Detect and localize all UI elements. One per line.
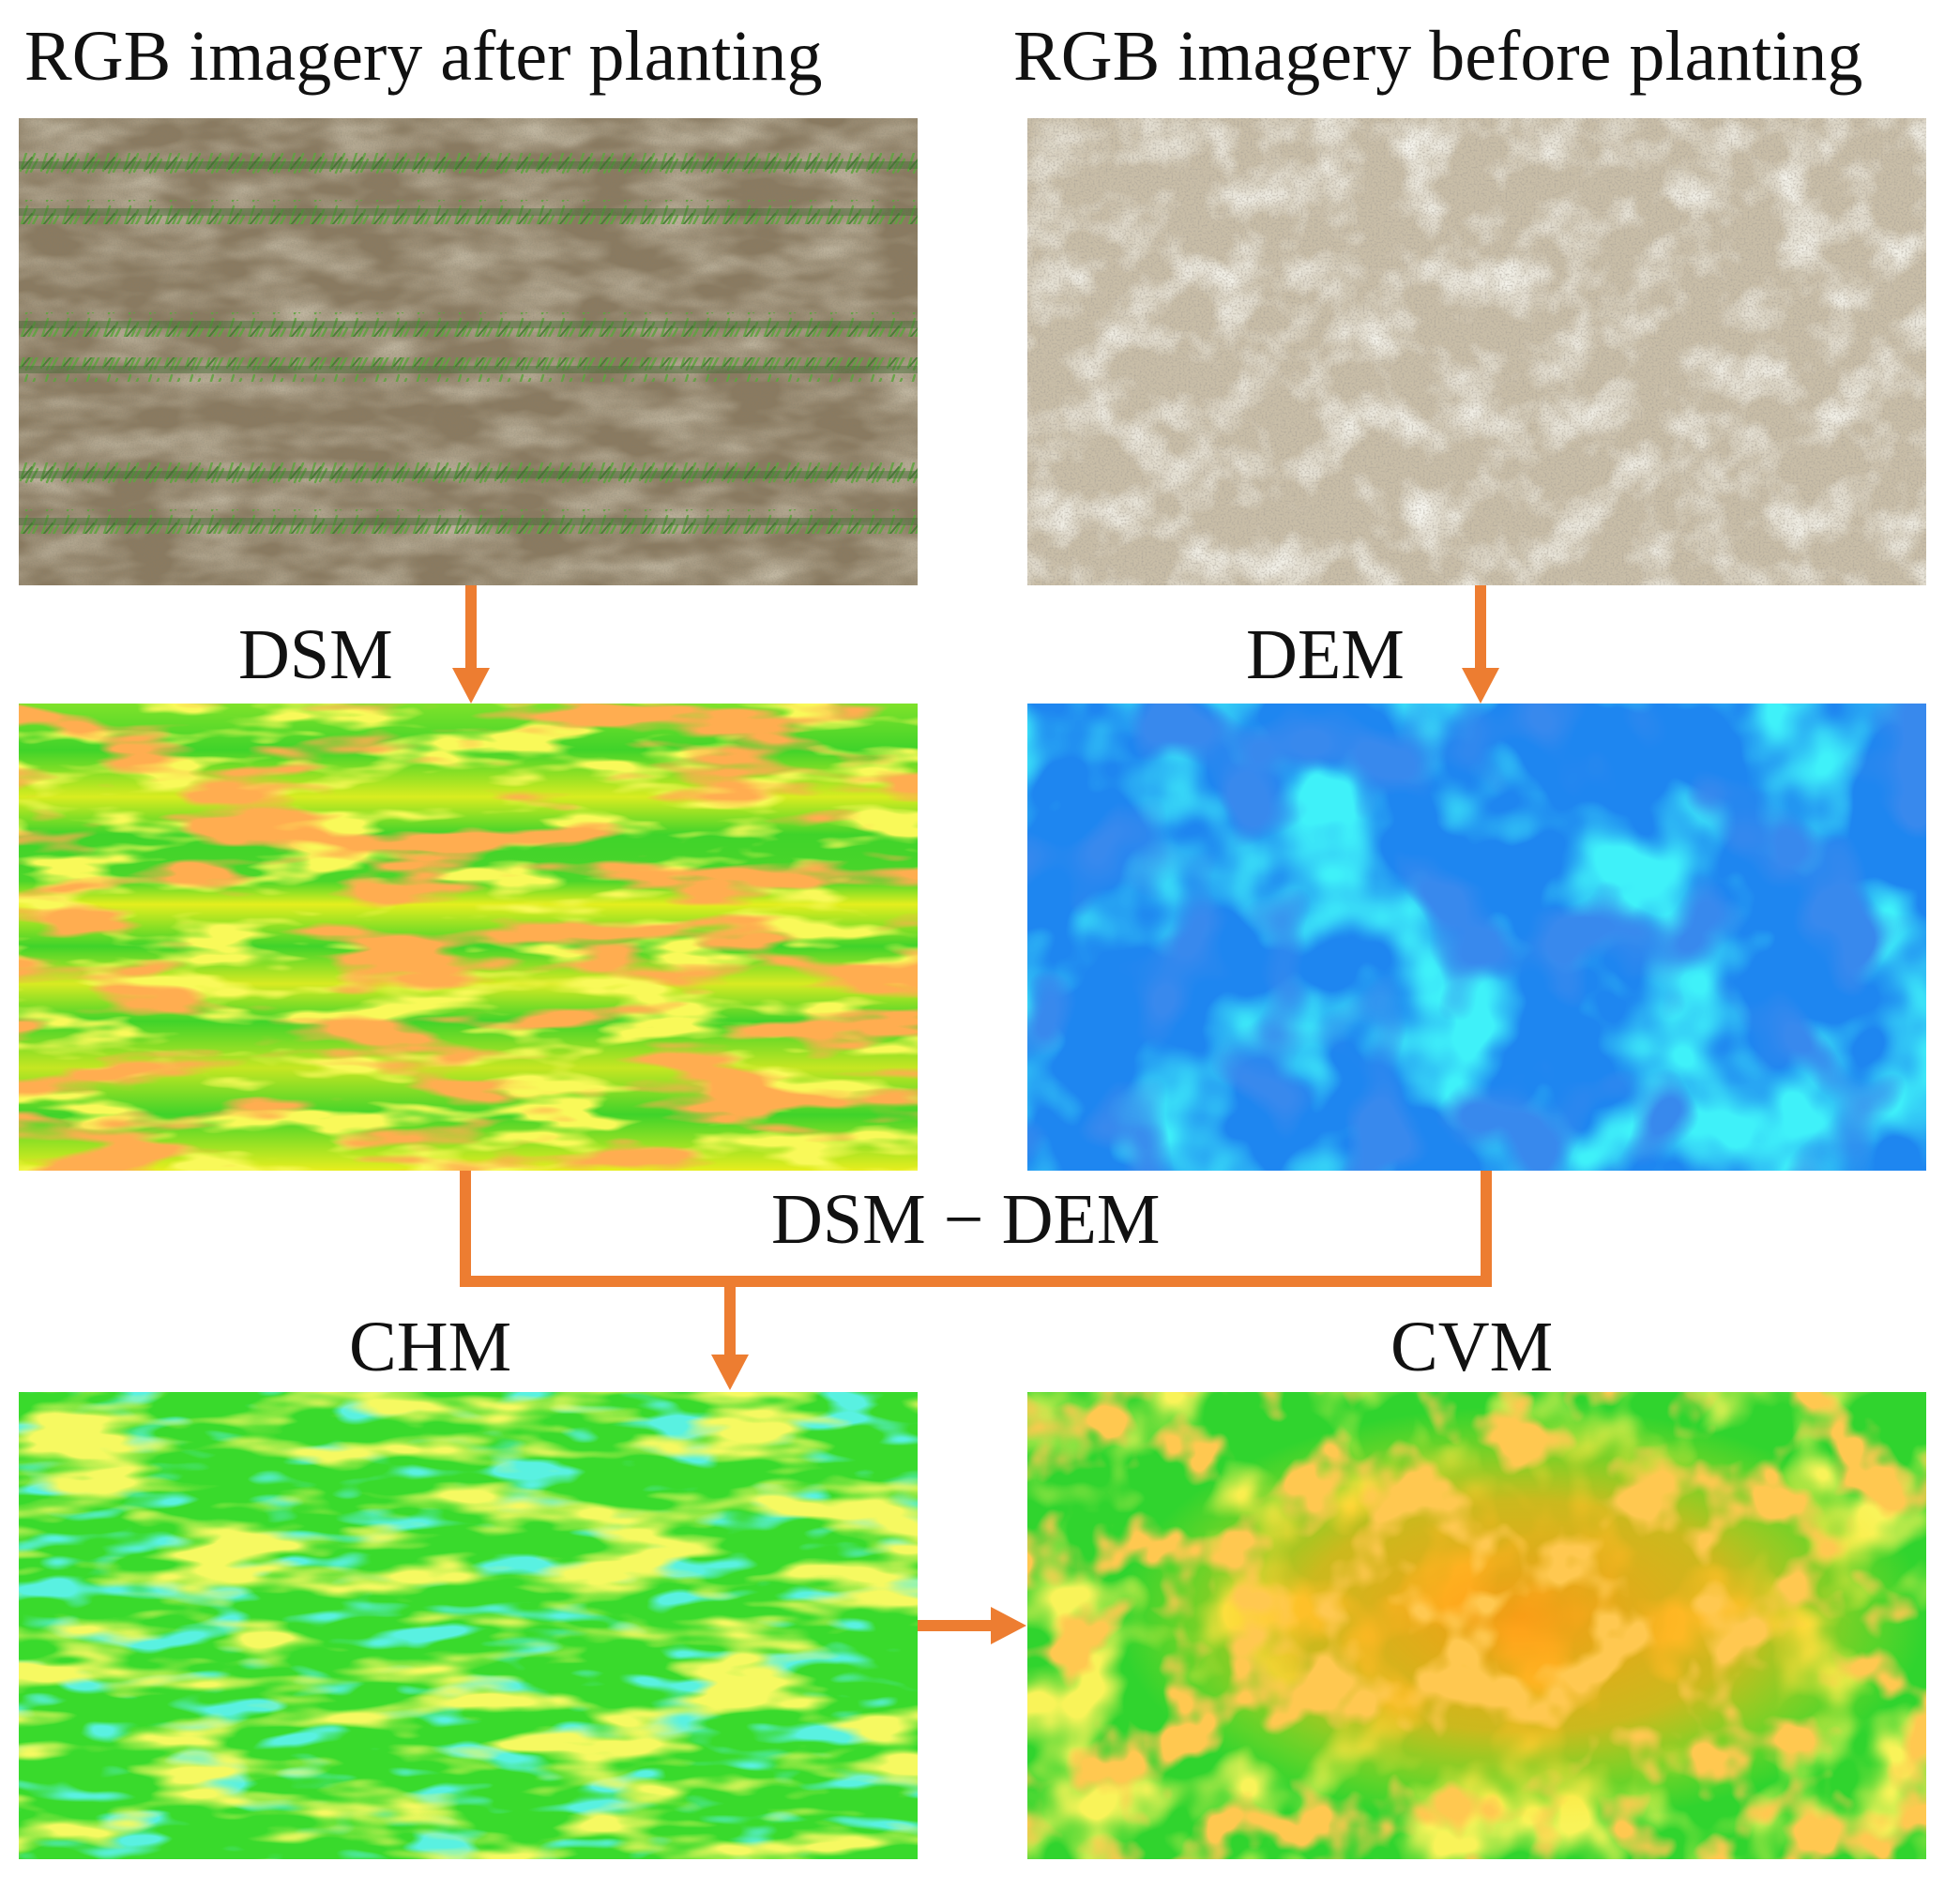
chm-arrowhead <box>711 1355 749 1390</box>
rgb-before-title: RGB imagery before planting <box>1013 17 1863 96</box>
dem-map <box>1027 704 1926 1171</box>
dem-arrowhead <box>1462 668 1499 704</box>
dsm-map <box>19 704 918 1171</box>
dsm-arrowhead <box>452 668 490 704</box>
chm-map <box>19 1392 918 1859</box>
difference-label: DSM − DEM <box>771 1180 1161 1259</box>
cvm-arrowhead <box>991 1607 1026 1644</box>
rgb-after-title: RGB imagery after planting <box>24 17 823 96</box>
dsm-label: DSM <box>238 615 393 694</box>
dem-label: DEM <box>1246 615 1405 694</box>
chm-label: CHM <box>349 1308 512 1386</box>
rgb-before-image <box>1027 118 1926 585</box>
cvm-label: CVM <box>1390 1308 1554 1386</box>
rgb-after-image <box>19 118 918 585</box>
dsm-minus-dem-connector <box>460 1171 1492 1287</box>
cvm-map <box>1027 1392 1926 1859</box>
